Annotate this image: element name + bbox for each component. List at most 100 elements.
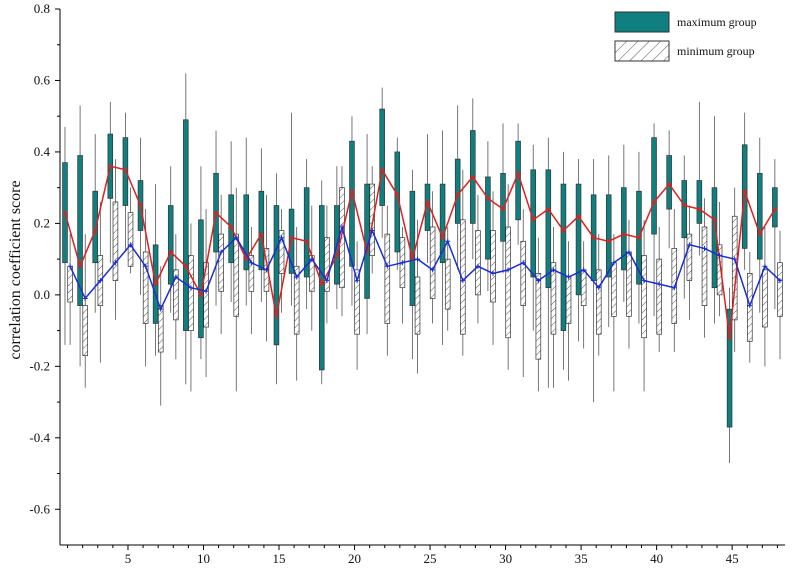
box [127,212,134,267]
x-tick-label: 45 [726,551,739,566]
mean-marker [369,228,375,234]
legend-label-minimum: minimum group [677,44,755,58]
box [188,255,194,331]
mean-marker [158,306,164,312]
mean-marker [243,256,249,262]
box [656,258,662,335]
mean-marker [289,235,295,241]
mean-marker [128,242,134,248]
box [157,305,164,353]
mean-marker [319,281,325,287]
mean-marker [173,274,179,280]
mean-marker [92,228,98,234]
mean-marker [82,295,88,301]
mean-marker [611,260,617,266]
mean-marker [747,303,753,309]
mean-marker [666,181,672,187]
mean-marker [112,260,118,266]
box [409,190,416,306]
box [349,140,355,267]
legend-swatch-maximum [614,11,670,33]
box [454,158,461,224]
box [575,183,582,296]
box [605,194,612,278]
x-tick-label: 20 [348,551,361,566]
mean-marker [324,278,330,284]
mean-marker [470,174,476,180]
legend-swatch-minimum [614,40,670,62]
mean-marker [279,235,285,241]
mean-marker [339,224,345,230]
box [273,205,280,346]
mean-marker [394,192,400,198]
mean-marker [455,192,461,198]
mean-marker [696,206,702,212]
mean-marker [475,263,481,269]
mean-marker [591,235,597,241]
box [198,219,204,339]
mean-line-minimum-group [69,224,781,312]
mean-marker [67,263,73,269]
legend: maximum group minimum group [614,11,757,62]
x-tick-label: 40 [650,551,663,566]
mean-marker [62,210,68,216]
mean-marker [168,249,174,255]
mean-marker [641,278,647,284]
box [686,233,693,281]
mean-marker [550,267,556,273]
mean-marker [581,267,587,273]
x-tick-label: 35 [575,551,588,566]
axes: -0.6 -0.4 -0.2 0.0 0.2 0.4 0.6 0.8 5 10 15 20 25 30 35… [29,1,785,566]
x-tick-label: 15 [273,551,286,566]
box [560,183,567,331]
box [142,251,149,324]
box [444,258,451,310]
mean-marker [621,231,627,237]
box [611,262,617,317]
mean-marker [772,206,778,212]
mean-marker [440,235,446,241]
x-tick-label: 10 [197,551,210,566]
mean-marker [203,288,209,294]
box [429,226,436,299]
mean-marker [757,231,763,237]
mean-marker [656,281,662,287]
y-tick-label: -0.2 [29,358,50,373]
box [369,183,375,256]
mean-marker [294,274,300,280]
mean-marker [198,292,204,298]
box [112,201,119,281]
mean-marker [143,263,149,269]
box [530,169,536,278]
mean-marker [415,256,421,262]
mean-marker [520,260,526,266]
box [626,251,632,317]
mean-marker [515,170,521,176]
mean-marker [213,210,219,216]
box [565,276,572,324]
mean-marker [97,278,103,284]
box [183,119,189,331]
mean-marker [122,167,128,173]
box [621,187,627,271]
box [384,233,391,324]
box [379,108,385,206]
box [550,262,557,335]
mean-marker [711,217,717,223]
box [354,269,360,335]
y-tick-label: 0.4 [34,144,51,159]
mean-marker [138,203,144,209]
mean-marker [183,263,189,269]
mean-marker [233,235,239,241]
box [505,226,511,339]
mean-marker [460,278,466,284]
box [414,276,421,335]
mean-marker [384,263,390,269]
mean-marker [777,278,783,284]
box [701,226,708,306]
box [490,230,496,303]
box [641,255,647,339]
mean-marker [545,206,551,212]
x-tick-label: 25 [424,551,437,566]
box [218,233,224,292]
